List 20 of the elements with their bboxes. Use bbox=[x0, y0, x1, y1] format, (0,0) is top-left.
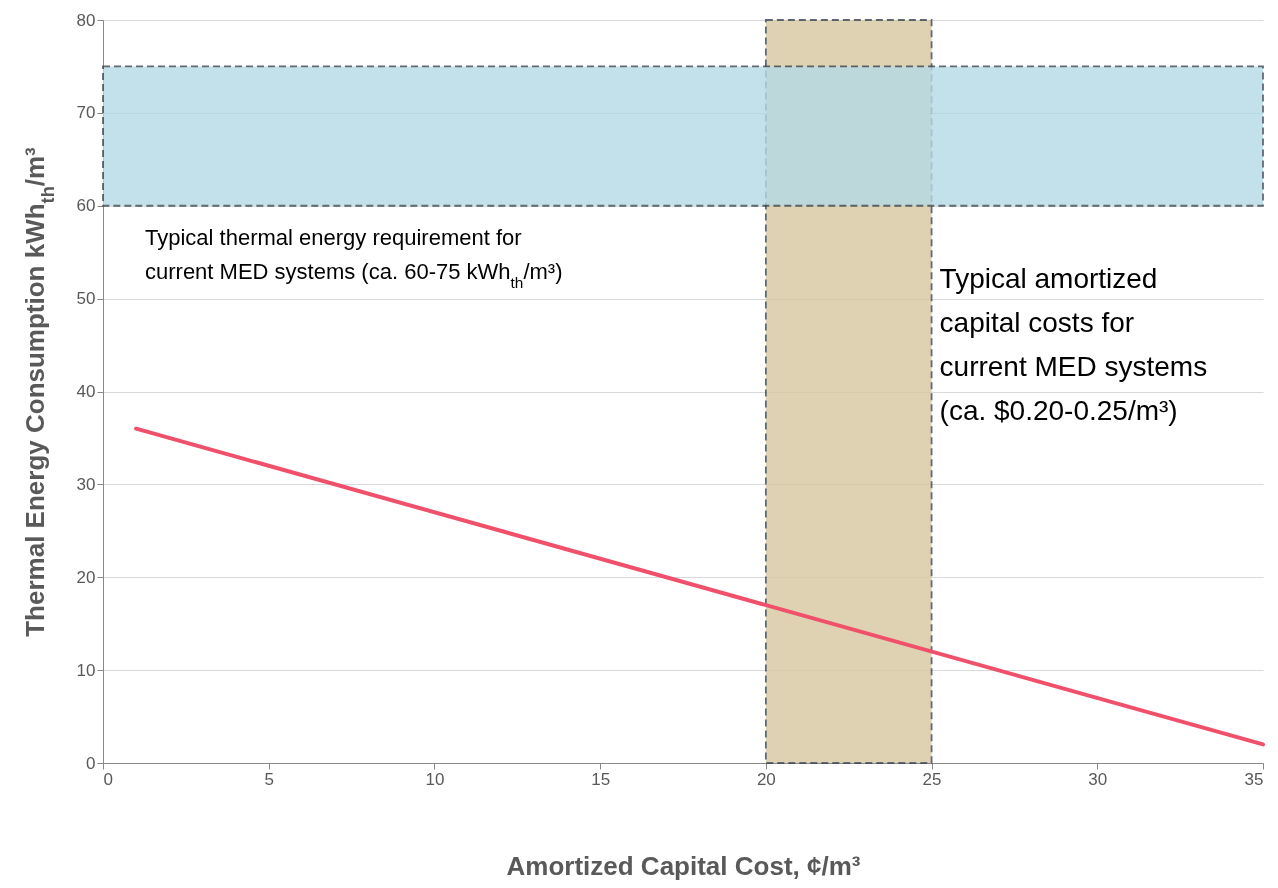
y-tick-label: 70 bbox=[76, 103, 96, 123]
y-tick-label: 50 bbox=[76, 289, 96, 309]
y-tick-label: 80 bbox=[76, 10, 96, 30]
x-tick-label: 25 bbox=[922, 769, 942, 789]
y-tick-label: 0 bbox=[86, 753, 96, 773]
y-tick-label: 20 bbox=[76, 567, 96, 587]
band-label: Typical thermal energy requirement for current MED systems (ca. 60-75 kWh$_{th}$/m³) bbox=[145, 224, 563, 291]
x-tick-label: 35 bbox=[1244, 769, 1264, 789]
x-axis-title: Amortized Capital Cost, ¢/m³ bbox=[506, 850, 861, 881]
y-tick-label: 40 bbox=[76, 382, 96, 401]
y-tick-label: 30 bbox=[76, 474, 96, 494]
x-tick-label: 20 bbox=[756, 769, 776, 789]
x-tick-label: 0 bbox=[103, 769, 113, 789]
y-tick-label: 10 bbox=[76, 660, 96, 680]
x-tick-label: 15 bbox=[591, 769, 611, 789]
x-tick-label: 5 bbox=[264, 769, 274, 789]
x-tick-label: 10 bbox=[425, 769, 445, 789]
band-label: Typical amortized capital costs for current MED systems (ca. $0.20-0.25/m³) bbox=[939, 263, 1208, 426]
x-tick-label: 30 bbox=[1088, 769, 1108, 789]
y-tick-label: 60 bbox=[76, 196, 96, 216]
